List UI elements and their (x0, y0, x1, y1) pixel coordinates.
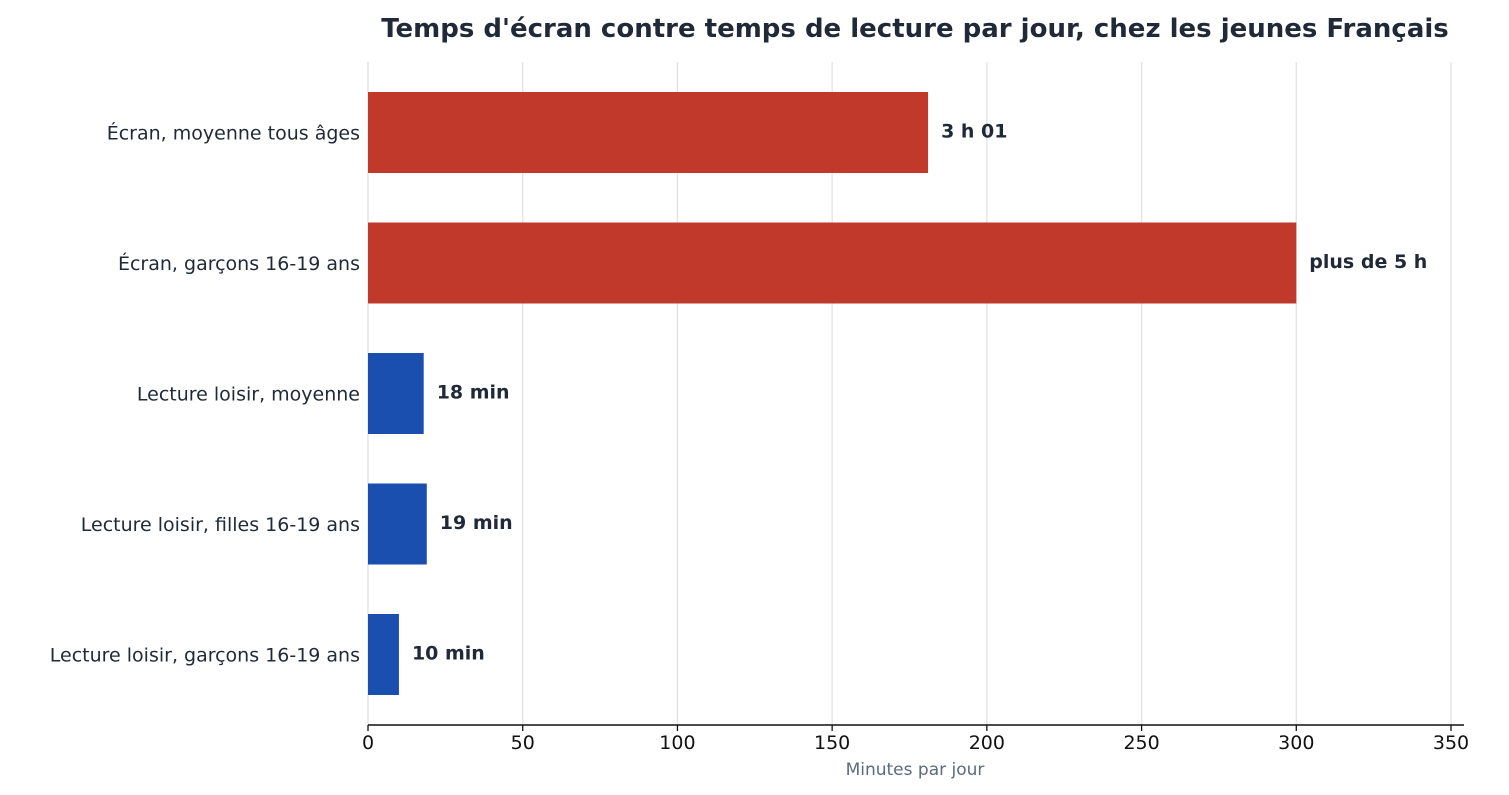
x-tick-label: 350 (1433, 732, 1469, 754)
bar (368, 353, 424, 434)
x-tick-label: 0 (362, 732, 374, 754)
data-label: 10 min (412, 643, 485, 665)
bar (368, 483, 427, 565)
data-label: 3 h 01 (941, 121, 1007, 143)
bar (368, 614, 399, 695)
bar (368, 92, 929, 173)
data-label: plus de 5 h (1309, 251, 1427, 273)
bars (368, 92, 1297, 695)
x-tick-label: 300 (1278, 732, 1314, 754)
data-label: 18 min (437, 382, 510, 404)
category-label: Écran, garçons 16-19 ans (118, 252, 360, 275)
x-tick-label: 150 (814, 732, 850, 754)
x-tick-label: 100 (659, 732, 695, 754)
x-tick-label: 50 (511, 732, 535, 754)
category-label: Lecture loisir, moyenne (137, 384, 360, 406)
category-label: Lecture loisir, filles 16-19 ans (81, 514, 360, 536)
category-labels: Écran, moyenne tous âges Écran, garçons 1… (50, 122, 360, 667)
data-labels: 3 h 01 plus de 5 h 18 min 19 min 10 min (412, 121, 1427, 665)
x-tick-label: 250 (1123, 732, 1159, 754)
chart-title: Temps d'écran contre temps de lecture pa… (381, 14, 1449, 44)
data-label: 19 min (440, 512, 513, 534)
category-label: Lecture loisir, garçons 16-19 ans (50, 645, 360, 667)
x-tick-labels: 0 50 100 150 200 250 300 350 (362, 725, 1469, 754)
bar (368, 222, 1297, 304)
x-tick-label: 200 (969, 732, 1005, 754)
x-axis-label: Minutes par jour (846, 760, 985, 780)
category-label: Écran, moyenne tous âges (107, 122, 360, 145)
